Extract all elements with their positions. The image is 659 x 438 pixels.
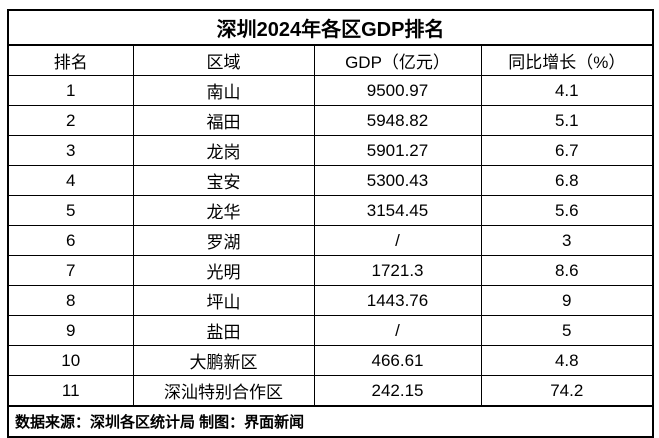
gdp-cell: / <box>313 315 482 346</box>
rank-cell: 11 <box>7 375 134 407</box>
col-header-region: 区域 <box>132 44 315 76</box>
growth-cell: 4.1 <box>480 75 654 106</box>
growth-cell: 6.8 <box>480 165 654 196</box>
rank-cell: 9 <box>7 315 134 346</box>
region-cell: 深汕特别合作区 <box>132 375 315 407</box>
rank-cell: 2 <box>7 105 134 136</box>
region-cell: 龙华 <box>132 195 315 226</box>
growth-cell: 5.6 <box>480 195 654 226</box>
source-note: 数据来源：深圳各区统计局 制图：界面新闻 <box>7 405 654 438</box>
growth-cell: 5.1 <box>480 105 654 136</box>
rank-cell: 3 <box>7 135 134 166</box>
gdp-cell: 5948.82 <box>313 105 482 136</box>
gdp-cell: 242.15 <box>313 375 482 407</box>
gdp-cell: 3154.45 <box>313 195 482 226</box>
table-row: 3 龙岗 5901.27 6.7 <box>7 135 654 166</box>
table-row: 5 龙华 3154.45 5.6 <box>7 195 654 226</box>
gdp-cell: 466.61 <box>313 345 482 376</box>
table-title-row: 深圳2024年各区GDP排名 <box>7 9 654 46</box>
table-title: 深圳2024年各区GDP排名 <box>7 9 654 46</box>
region-cell: 坪山 <box>132 285 315 316</box>
rank-cell: 7 <box>7 255 134 286</box>
region-cell: 罗湖 <box>132 225 315 256</box>
col-header-growth: 同比增长（%） <box>480 44 654 76</box>
table-header-row: 排名 区域 GDP（亿元） 同比增长（%） <box>7 44 654 76</box>
region-cell: 宝安 <box>132 165 315 196</box>
gdp-cell: 5901.27 <box>313 135 482 166</box>
growth-cell: 3 <box>480 225 654 256</box>
region-cell: 龙岗 <box>132 135 315 166</box>
table-row: 9 盐田/5 <box>7 315 654 346</box>
table-row: 2 福田 5948.82 5.1 <box>7 105 654 136</box>
table-row: 4 宝安 5300.43 6.8 <box>7 165 654 196</box>
growth-cell: 5 <box>480 315 654 346</box>
rank-cell: 1 <box>7 75 134 106</box>
table-row: 8 坪山 1443.76 9 <box>7 285 654 316</box>
gdp-cell: 9500.97 <box>313 75 482 106</box>
region-cell: 大鹏新区 <box>132 345 315 376</box>
table-row: 6 罗湖/3 <box>7 225 654 256</box>
gdp-cell: 1443.76 <box>313 285 482 316</box>
table-row: 11 深汕特别合作区 242.15 74.2 <box>7 375 654 407</box>
rank-cell: 8 <box>7 285 134 316</box>
growth-cell: 9 <box>480 285 654 316</box>
rank-cell: 6 <box>7 225 134 256</box>
gdp-cell: / <box>313 225 482 256</box>
table-row: 1 南山 9500.97 4.1 <box>7 75 654 106</box>
table-row: 10 大鹏新区 466.61 4.8 <box>7 345 654 376</box>
growth-cell: 8.6 <box>480 255 654 286</box>
rank-cell: 4 <box>7 165 134 196</box>
growth-cell: 6.7 <box>480 135 654 166</box>
growth-cell: 4.8 <box>480 345 654 376</box>
rank-cell: 5 <box>7 195 134 226</box>
region-cell: 盐田 <box>132 315 315 346</box>
growth-cell: 74.2 <box>480 375 654 407</box>
col-header-rank: 排名 <box>7 44 134 76</box>
rank-cell: 10 <box>7 345 134 376</box>
table-footer-row: 数据来源：深圳各区统计局 制图：界面新闻 <box>7 405 654 438</box>
table-row: 7 光明 1721.3 8.6 <box>7 255 654 286</box>
region-cell: 南山 <box>132 75 315 106</box>
region-cell: 光明 <box>132 255 315 286</box>
gdp-cell: 1721.3 <box>313 255 482 286</box>
region-cell: 福田 <box>132 105 315 136</box>
gdp-ranking-table: 深圳2024年各区GDP排名 排名 区域 GDP（亿元） 同比增长（%） 1 南山 950… <box>7 9 655 438</box>
col-header-gdp: GDP（亿元） <box>313 44 482 76</box>
gdp-cell: 5300.43 <box>313 165 482 196</box>
